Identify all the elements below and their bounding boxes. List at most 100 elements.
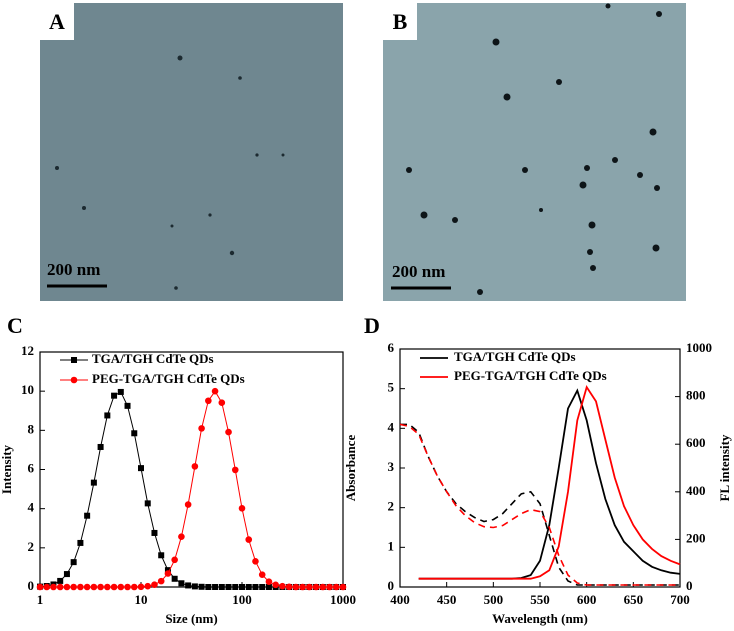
x-tick-label: 1: [37, 592, 44, 607]
absorbance-line: [399, 423, 680, 586]
y2-tick-label: 800: [686, 388, 706, 403]
data-point: [110, 583, 118, 591]
data-point: [124, 402, 131, 409]
y-tick-label: 1: [388, 538, 395, 553]
data-point: [117, 583, 125, 591]
data-point: [158, 552, 165, 559]
legend-label: TGA/TGH CdTe QDs: [454, 349, 576, 364]
data-point: [319, 583, 327, 591]
legend-marker: [70, 376, 78, 384]
data-point: [238, 504, 246, 512]
data-point: [191, 463, 199, 470]
data-point: [70, 583, 77, 591]
y-tick-label: 12: [21, 343, 34, 358]
fl-line: [418, 384, 681, 580]
data-point: [272, 581, 279, 589]
data-point: [97, 443, 104, 450]
panel-label: B: [393, 9, 408, 34]
data-point: [218, 399, 226, 407]
data-point: [90, 583, 98, 591]
y-tick-label: 3: [388, 459, 395, 474]
y-tick-label: 0: [28, 578, 35, 593]
y-tick-label: 10: [21, 382, 34, 397]
x-tick-label: 400: [390, 592, 410, 607]
series-line: [39, 391, 343, 588]
x-tick-label: 100: [232, 592, 252, 607]
data-point: [265, 584, 272, 590]
tem-image-b: [383, 3, 686, 301]
data-point: [245, 536, 253, 543]
data-point: [225, 428, 232, 436]
label-box: [383, 3, 417, 40]
data-point: [151, 581, 158, 588]
legend-label: PEG-TGA/TGH CdTe QDs: [454, 368, 607, 383]
y-tick-label: 6: [388, 340, 395, 355]
x-axis-label: Wavelength (nm): [492, 611, 588, 626]
panel-label: A: [49, 9, 65, 34]
scale-bar-label: 200 nm: [392, 262, 445, 281]
data-point: [178, 580, 185, 587]
y-axis-label: Intensity: [0, 444, 14, 494]
data-point: [137, 583, 145, 591]
data-point: [184, 501, 192, 508]
data-point: [131, 430, 138, 437]
data-point: [339, 583, 347, 591]
y2-axis-label: FL intensity: [717, 434, 732, 501]
data-point: [50, 583, 57, 591]
data-point: [171, 575, 178, 582]
data-point: [258, 571, 266, 578]
data-point: [97, 583, 104, 591]
data-point: [231, 466, 239, 474]
data-point: [77, 539, 84, 546]
y2-tick-label: 0: [686, 578, 693, 593]
data-point: [239, 584, 245, 590]
x-tick-label: 1000: [330, 592, 356, 607]
data-point: [56, 583, 64, 591]
data-point: [144, 582, 152, 590]
data-point: [218, 584, 225, 590]
data-point: [245, 584, 252, 590]
data-point: [164, 567, 171, 574]
y-tick-label: 4: [388, 419, 395, 434]
particles-a: [55, 55, 285, 290]
data-point: [151, 529, 158, 536]
y2-tick-label: 200: [686, 530, 706, 545]
data-point: [144, 500, 151, 507]
y2-tick-label: 600: [686, 435, 706, 450]
data-point: [104, 412, 111, 419]
data-point: [252, 584, 259, 590]
data-point: [259, 584, 266, 590]
y-tick-label: 4: [28, 500, 35, 515]
data-point: [124, 583, 131, 591]
data-point: [306, 583, 313, 591]
data-point: [279, 582, 286, 590]
data-point: [198, 583, 205, 590]
data-point: [205, 584, 212, 590]
particles-b: [406, 3, 662, 295]
y-tick-label: 6: [28, 460, 35, 475]
data-point: [312, 583, 320, 591]
data-point: [285, 583, 293, 591]
plot-frame: [399, 348, 681, 588]
data-point: [178, 533, 185, 540]
x-tick-label: 600: [577, 592, 597, 607]
data-point: [299, 583, 306, 591]
data-point: [252, 558, 259, 565]
data-point: [90, 479, 97, 486]
data-point: [130, 583, 138, 591]
data-point: [77, 583, 84, 591]
plot-frame: [39, 351, 344, 588]
data-point: [36, 583, 44, 591]
x-tick-label: 550: [530, 592, 550, 607]
x-axis-label: Size (nm): [165, 611, 217, 626]
data-point: [104, 583, 111, 591]
y-tick-label: 0: [388, 578, 395, 593]
data-point: [185, 582, 192, 589]
data-point: [138, 465, 144, 472]
data-point: [63, 583, 71, 591]
series-line: [40, 390, 343, 588]
x-tick-label: 650: [624, 592, 644, 607]
fl-line: [418, 388, 681, 580]
data-point: [326, 583, 333, 591]
